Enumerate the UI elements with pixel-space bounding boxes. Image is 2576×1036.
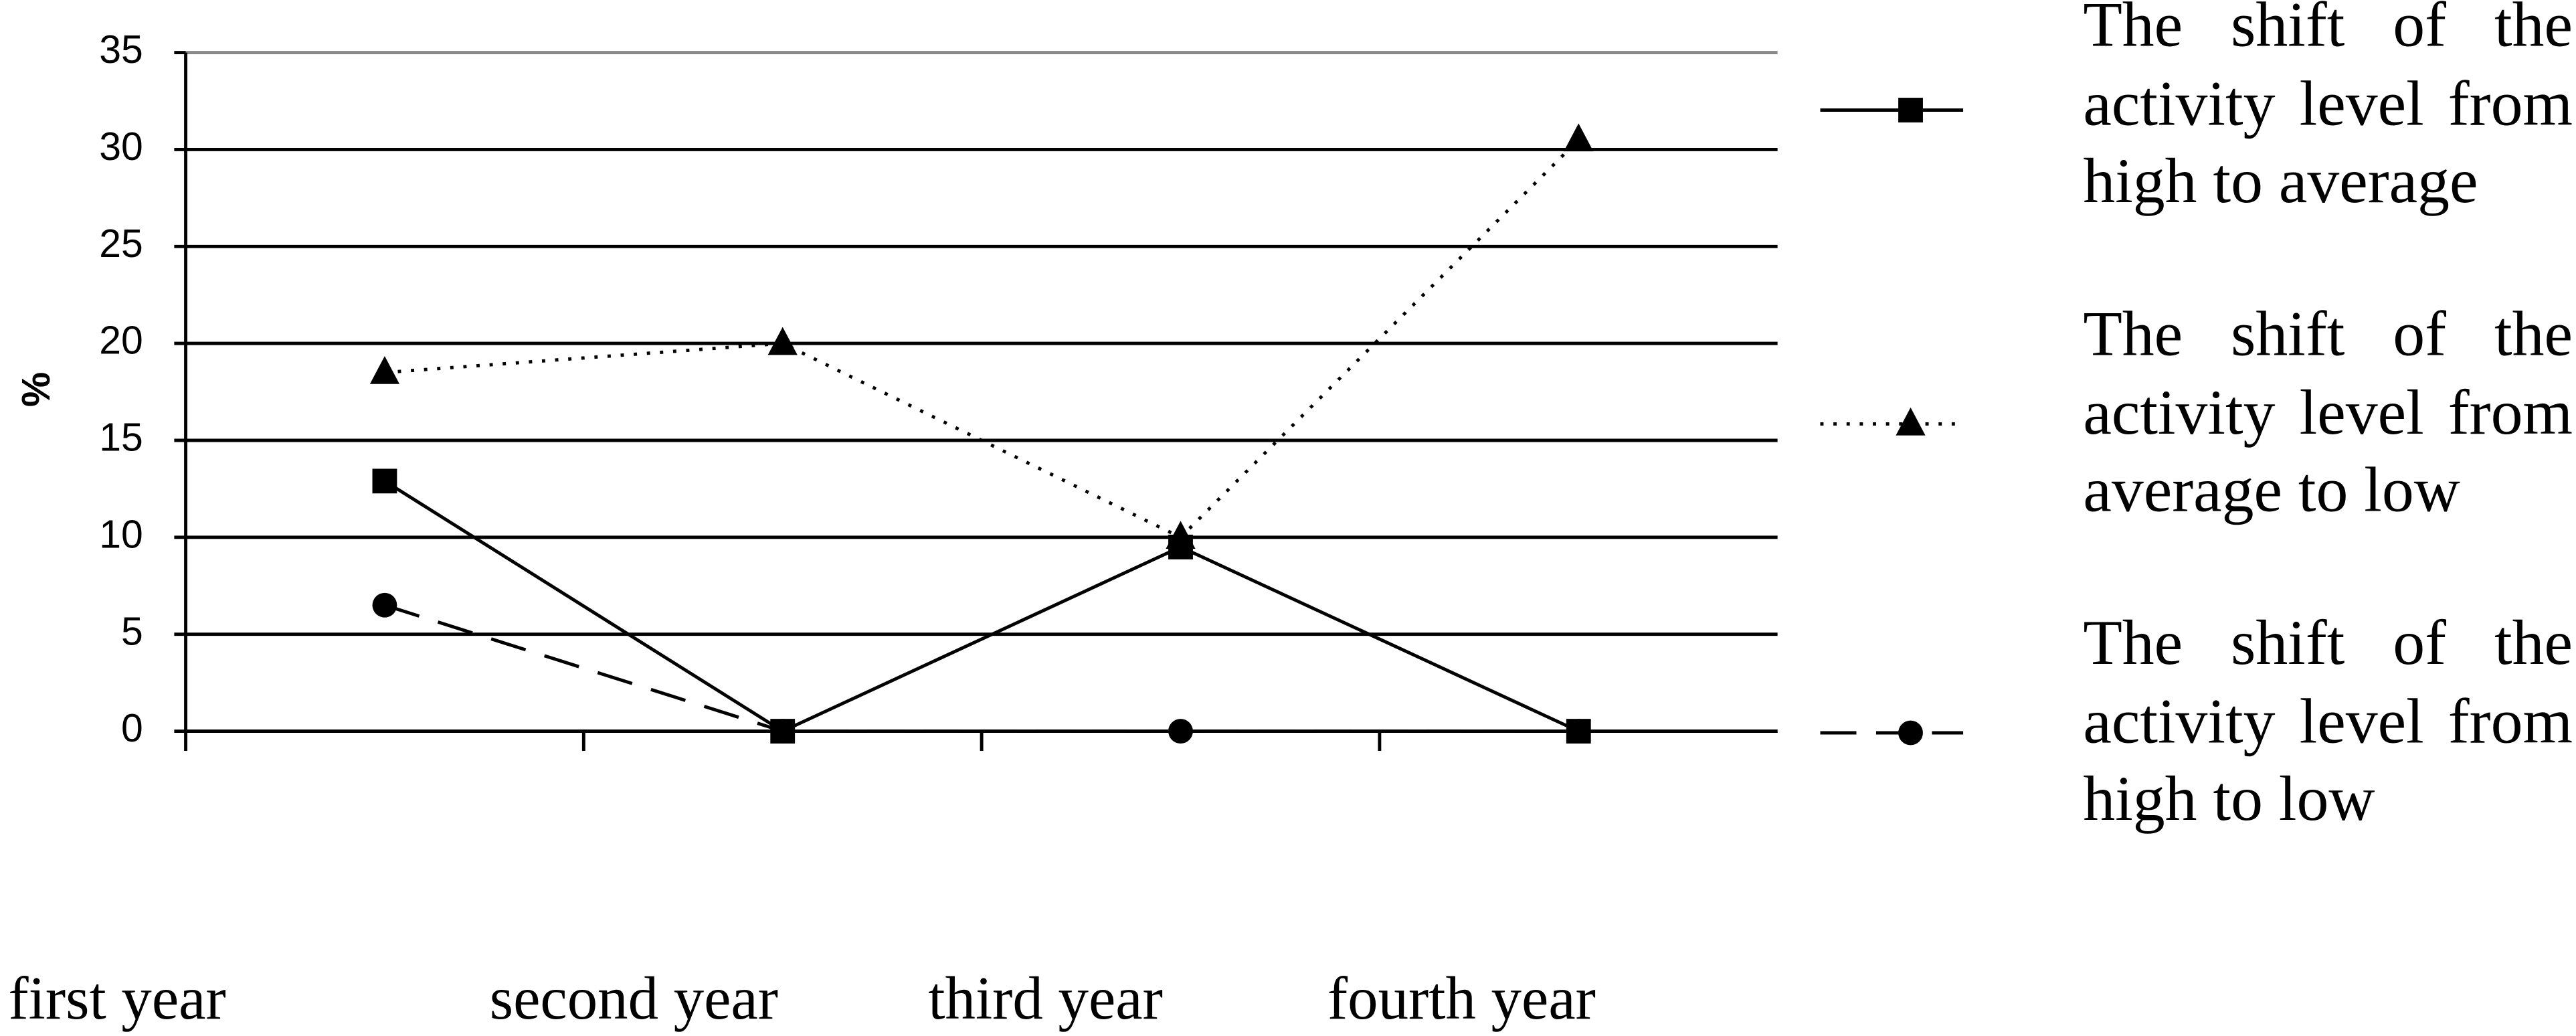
data-point [767, 327, 798, 355]
series-line [383, 479, 1580, 733]
data-point [1166, 521, 1196, 549]
legend-marker [1898, 98, 1923, 122]
x-tick-label: first year [8, 964, 225, 1032]
y-tick-label: 15 [99, 416, 143, 460]
x-tick-label: third year [928, 964, 1163, 1032]
y-tick-label: 0 [121, 707, 143, 750]
x-tick-label: fourth year [1327, 964, 1596, 1032]
data-point [1566, 719, 1591, 744]
series-line [384, 603, 1579, 733]
y-tick-label: 35 [99, 28, 143, 72]
legend-label: The shift of the activity level from hig… [2083, 0, 2573, 218]
y-tick-label: 30 [99, 125, 143, 169]
legend-marker [1896, 407, 1926, 436]
y-tick-label: 5 [121, 610, 143, 653]
legend-entry: The shift of the activity level from hig… [2083, 0, 2573, 218]
data-point [372, 468, 397, 494]
y-axis-label: % [15, 372, 58, 407]
legend-label: The shift of the activity level from hig… [2083, 608, 2573, 835]
y-tick-label: 20 [99, 319, 143, 363]
series-line [384, 139, 1580, 539]
data-point [1564, 123, 1594, 152]
legend-label: The shift of the activity level from ave… [2083, 298, 2573, 526]
data-point [369, 356, 400, 384]
legend-marker [1898, 720, 1923, 746]
data-point [372, 592, 397, 618]
legend-entry: The shift of the activity level from ave… [2083, 298, 2573, 526]
y-tick-label: 25 [99, 222, 143, 266]
x-tick-label: second year [490, 964, 778, 1032]
data-point [1168, 719, 1193, 744]
legend-entry: The shift of the activity level from hig… [2083, 608, 2573, 835]
y-tick-label: 10 [99, 513, 143, 556]
data-point [770, 719, 796, 744]
